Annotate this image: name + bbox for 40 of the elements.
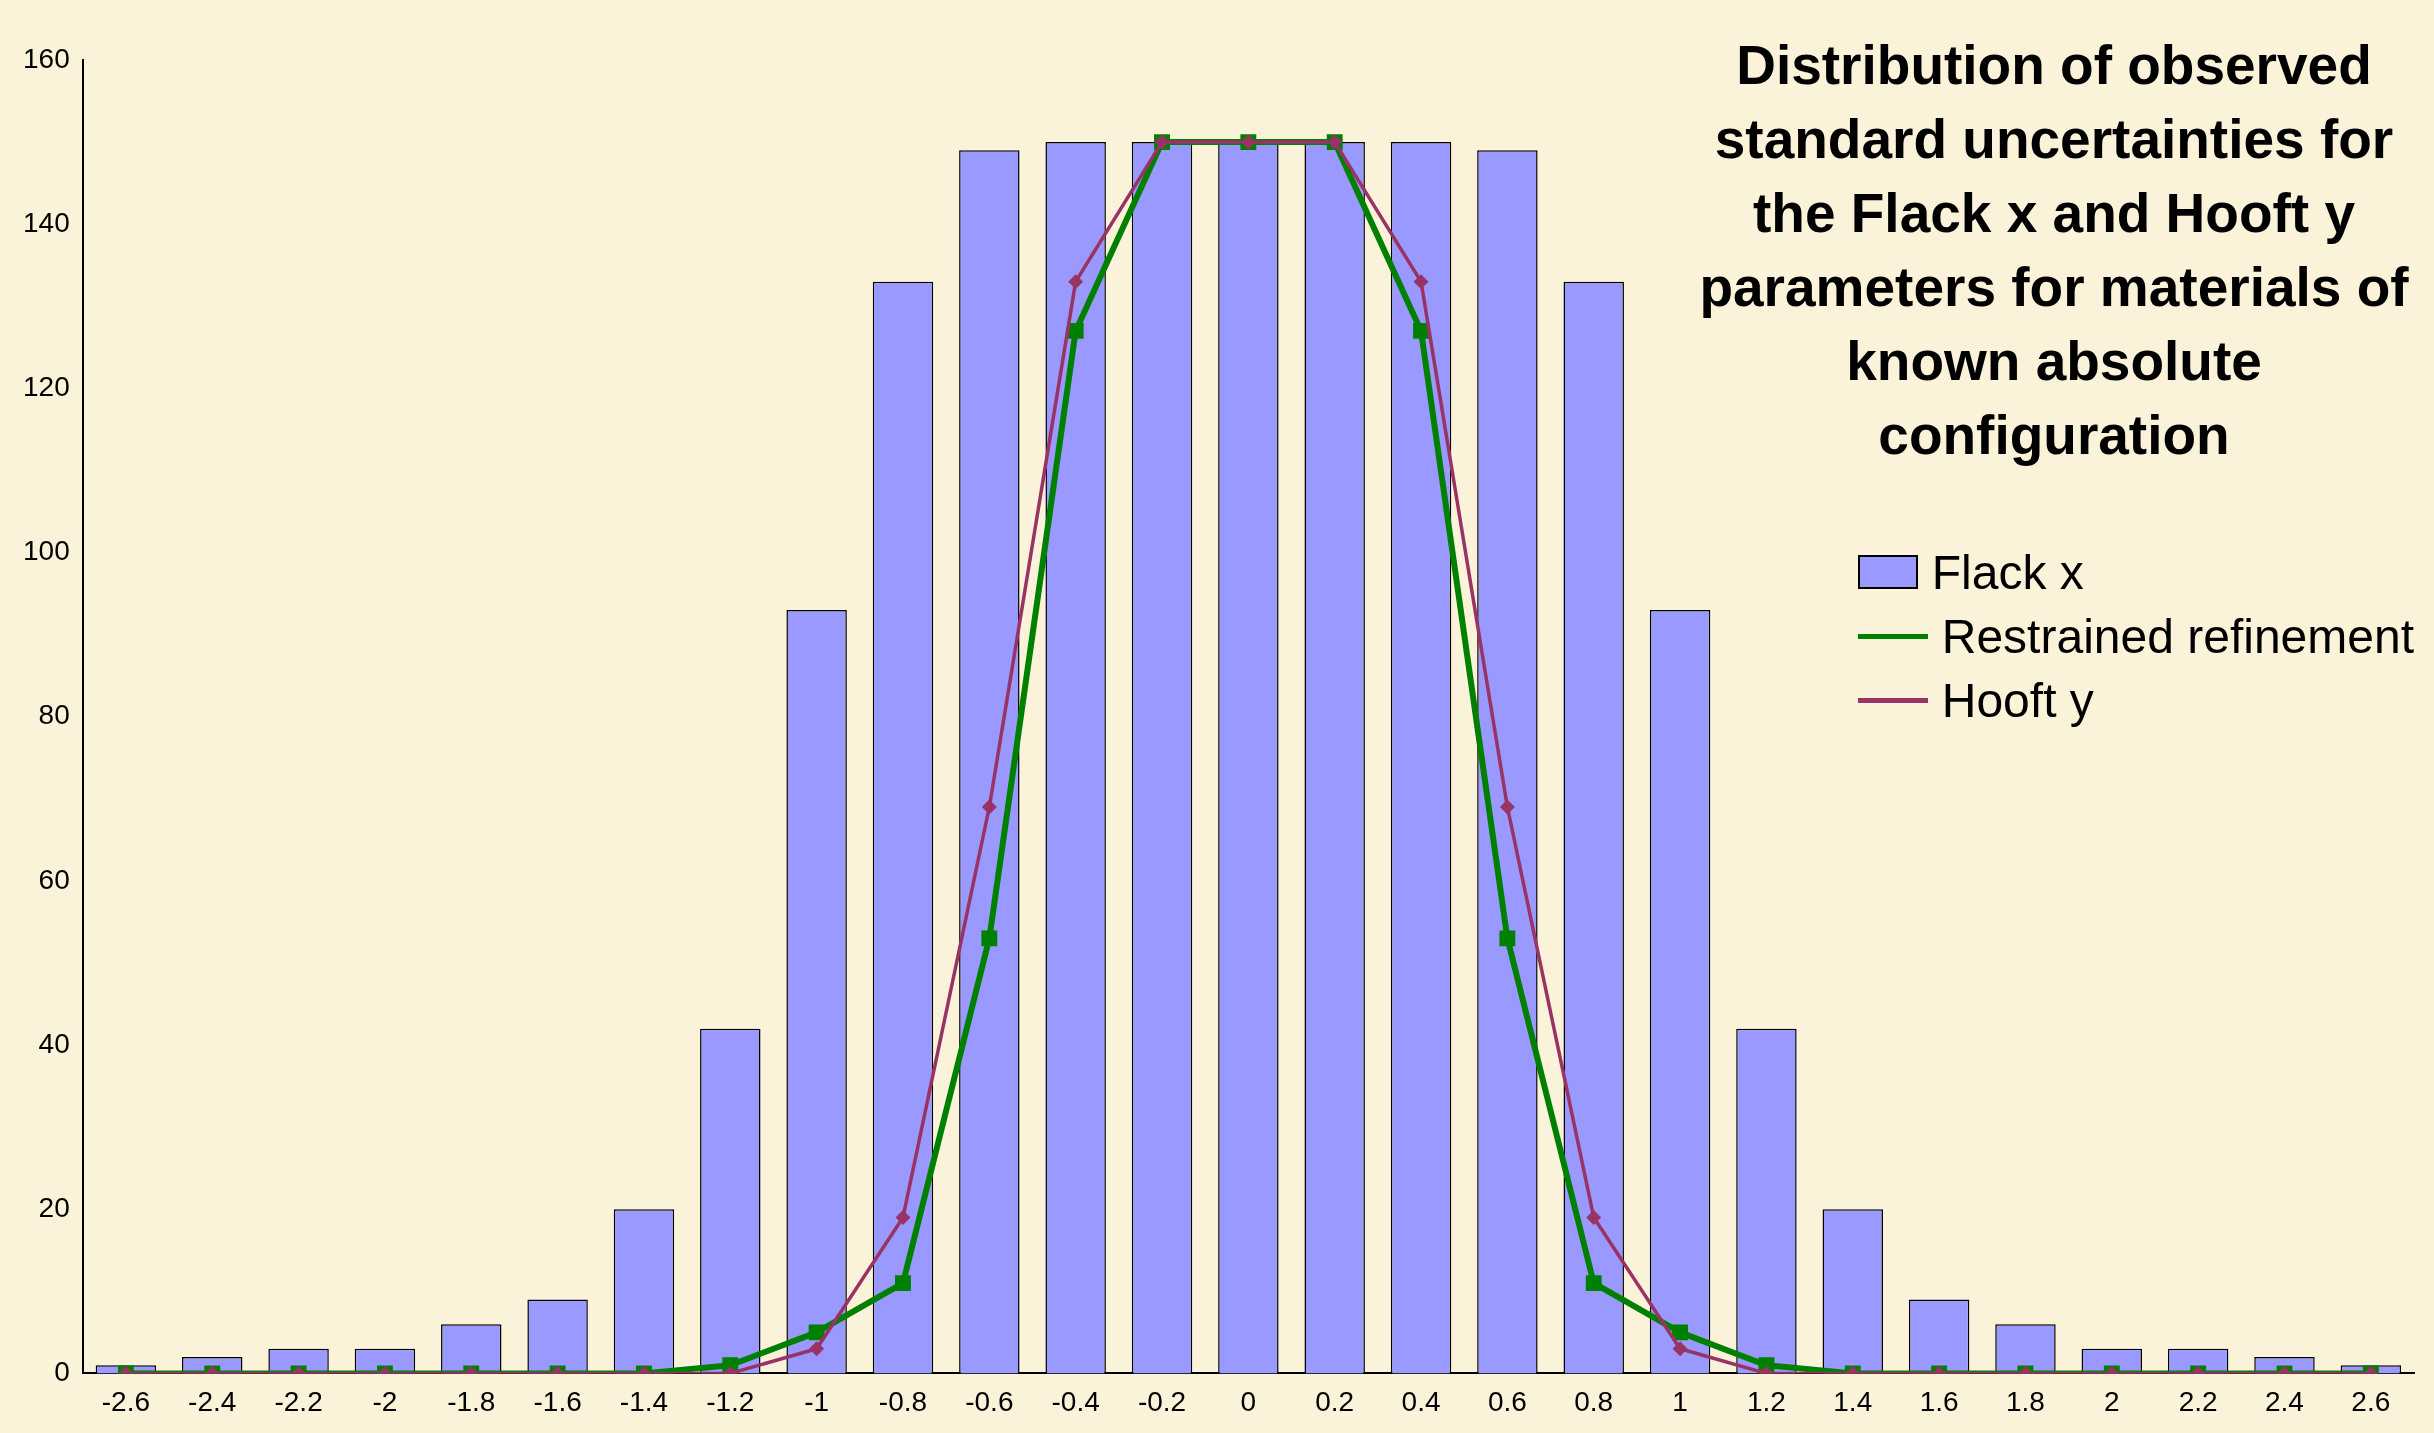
- x-tick-label: 1.6: [1919, 1385, 1959, 1417]
- x-tick-label: -1: [804, 1385, 830, 1417]
- x-tick-label: 1.2: [1746, 1385, 1786, 1417]
- legend-label: Restrained refinement: [1941, 608, 2414, 664]
- x-tick-label: -0.8: [878, 1385, 928, 1417]
- y-tick-label: 160: [23, 42, 70, 74]
- x-tick-label: 0: [1240, 1385, 1257, 1417]
- y-tick-label: 60: [38, 863, 70, 895]
- x-tick-label: 1.8: [2005, 1385, 2045, 1417]
- x-tick-label: -0.6: [965, 1385, 1014, 1417]
- x-tick-label: 2.4: [2265, 1385, 2304, 1417]
- legend-label: Flack x: [1931, 544, 2084, 600]
- x-tick-label: -1.6: [533, 1385, 582, 1417]
- y-tick-label: 80: [38, 699, 70, 731]
- x-tick-label: -0.2: [1137, 1385, 1187, 1417]
- x-tick-label: -2: [372, 1385, 398, 1417]
- x-tick-label: 2.2: [2178, 1385, 2218, 1417]
- y-tick-label: 20: [38, 1191, 70, 1223]
- x-tick-label: -2.6: [101, 1385, 151, 1417]
- x-tick-label: -2.4: [188, 1385, 237, 1417]
- x-tick-label: 1: [1672, 1385, 1688, 1417]
- x-tick-label: 0.6: [1487, 1385, 1527, 1417]
- x-tick-label: 1.4: [1833, 1385, 1873, 1417]
- x-tick-label: 0.4: [1401, 1385, 1441, 1417]
- legend-label: Hooft y: [1941, 672, 2094, 728]
- y-tick-label: 100: [23, 535, 70, 567]
- y-tick-label: 120: [23, 371, 70, 403]
- x-tick-label: -2.2: [274, 1385, 323, 1417]
- y-tick-label: 0: [54, 1356, 70, 1388]
- y-tick-label: 140: [23, 206, 70, 238]
- x-tick-label: -1.8: [447, 1385, 496, 1417]
- x-tick-label: -1.4: [619, 1385, 669, 1417]
- y-tick-label: 40: [38, 1027, 70, 1059]
- x-tick-label: -1.2: [706, 1385, 755, 1417]
- x-tick-label: 0.8: [1574, 1385, 1614, 1417]
- x-tick-label: 2.6: [2351, 1385, 2391, 1417]
- x-tick-label: 2: [2104, 1385, 2120, 1417]
- x-tick-label: -0.4: [1051, 1385, 1100, 1417]
- x-tick-label: 0.2: [1315, 1385, 1355, 1417]
- text: Distribution of observed standard uncertainties for the Flack x and Hooft y parameters for materials of known absolute configuration: [1698, 33, 2410, 468]
